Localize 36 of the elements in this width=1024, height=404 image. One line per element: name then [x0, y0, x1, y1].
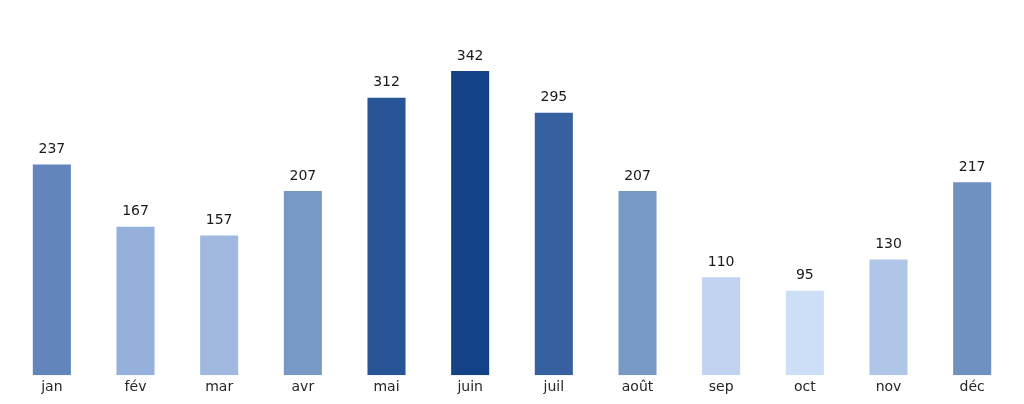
x-tick-label: déc — [959, 378, 985, 395]
bar — [32, 164, 71, 376]
bar — [116, 226, 155, 376]
x-tick-label: mar — [205, 378, 234, 395]
data-label: 207 — [624, 166, 651, 183]
data-label: 130 — [875, 235, 902, 252]
data-label: 110 — [707, 253, 735, 269]
data-label: 312 — [373, 73, 400, 90]
bar — [451, 71, 490, 376]
x-tick-label: sep — [708, 378, 734, 395]
x-tick-label: juin — [456, 378, 483, 395]
data-label: 95 — [795, 266, 814, 283]
bar — [367, 97, 406, 376]
bar — [953, 182, 992, 376]
data-label: 157 — [205, 211, 233, 228]
x-tick-label: oct — [793, 378, 817, 395]
bar — [283, 191, 322, 376]
x-tick-label: jan — [40, 378, 63, 395]
bar — [785, 290, 824, 376]
x-tick-label: mai — [373, 378, 400, 395]
x-tick-label: août — [621, 378, 654, 395]
bar — [534, 112, 573, 376]
bar — [200, 235, 239, 376]
data-label: 342 — [456, 46, 484, 63]
x-tick-label: juil — [542, 378, 565, 395]
x-tick-label: fév — [124, 378, 147, 395]
data-label: 217 — [958, 157, 986, 174]
data-label: 167 — [122, 202, 149, 219]
x-tick-label: avr — [291, 378, 315, 395]
data-label: 295 — [540, 88, 568, 105]
data-label: 237 — [38, 140, 66, 157]
data-label: 207 — [289, 166, 317, 183]
bar — [869, 259, 908, 376]
bar — [702, 277, 741, 376]
x-tick-label: nov — [875, 378, 902, 395]
bar — [618, 191, 657, 376]
